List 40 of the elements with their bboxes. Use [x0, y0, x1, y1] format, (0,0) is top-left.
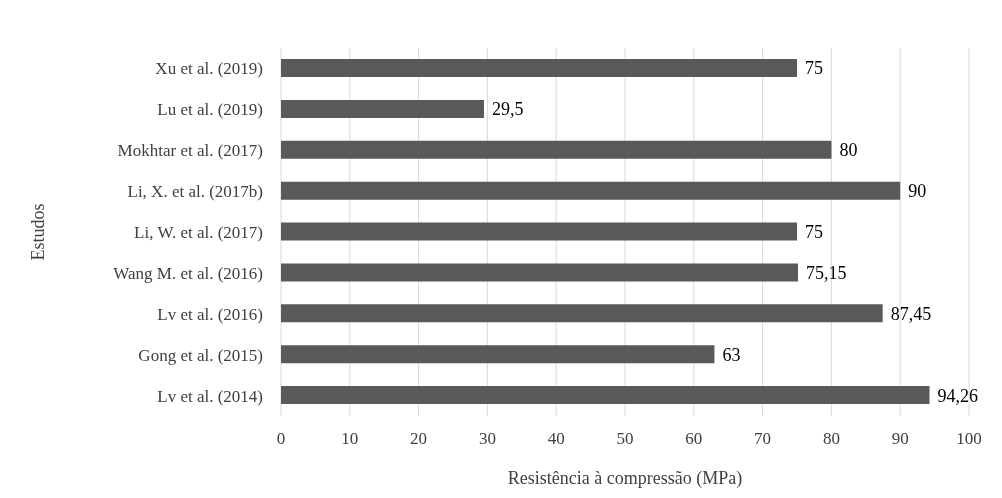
y-tick-label: Wang M. et al. (2016) — [113, 263, 263, 283]
data-label: 87,45 — [890, 303, 932, 324]
bar — [281, 304, 883, 323]
data-label: 80 — [839, 140, 858, 161]
x-tick-label: 80 — [822, 429, 840, 449]
data-label: 75 — [805, 58, 823, 79]
x-tick-label: 60 — [685, 429, 703, 449]
x-tick-label: 40 — [547, 429, 565, 449]
data-label: 75 — [805, 221, 823, 242]
y-tick-label: Xu et al. (2019) — [155, 59, 263, 79]
x-tick-label: 100 — [956, 429, 982, 449]
data-label: 75,15 — [806, 262, 847, 283]
bar — [281, 140, 832, 159]
bar — [281, 386, 930, 405]
y-tick-label: Lv et al. (2016) — [157, 304, 263, 324]
bar — [281, 99, 484, 118]
bar — [281, 263, 799, 282]
x-tick-label: 20 — [410, 429, 428, 449]
y-tick-label: Li, W. et al. (2017) — [134, 223, 263, 243]
y-axis-title: Estudos — [28, 203, 49, 261]
bar — [281, 345, 715, 364]
bar — [281, 59, 797, 77]
y-tick-label: Gong et al. (2015) — [138, 345, 263, 365]
x-tick-label: 70 — [754, 429, 772, 449]
y-tick-label: Mokhtar et al. (2017) — [117, 141, 263, 161]
data-label: 90 — [908, 181, 927, 202]
data-label: 94,26 — [937, 385, 979, 406]
y-tick-label: Lu et al. (2019) — [157, 100, 263, 120]
data-label: 29,5 — [491, 99, 524, 120]
x-axis-title: Resistência à compressão (MPa) — [507, 468, 743, 489]
x-tick-label: 30 — [478, 429, 496, 449]
y-tick-label: Lv et al. (2014) — [157, 386, 263, 406]
bar — [281, 181, 901, 200]
y-tick-label: Li, X. et al. (2017b) — [127, 182, 263, 202]
x-tick-label: 90 — [891, 429, 909, 449]
x-tick-label: 0 — [276, 429, 286, 449]
bar — [281, 222, 797, 241]
x-tick-label: 10 — [341, 429, 359, 449]
x-tick-label: 50 — [616, 429, 634, 449]
data-label: 63 — [722, 344, 741, 365]
